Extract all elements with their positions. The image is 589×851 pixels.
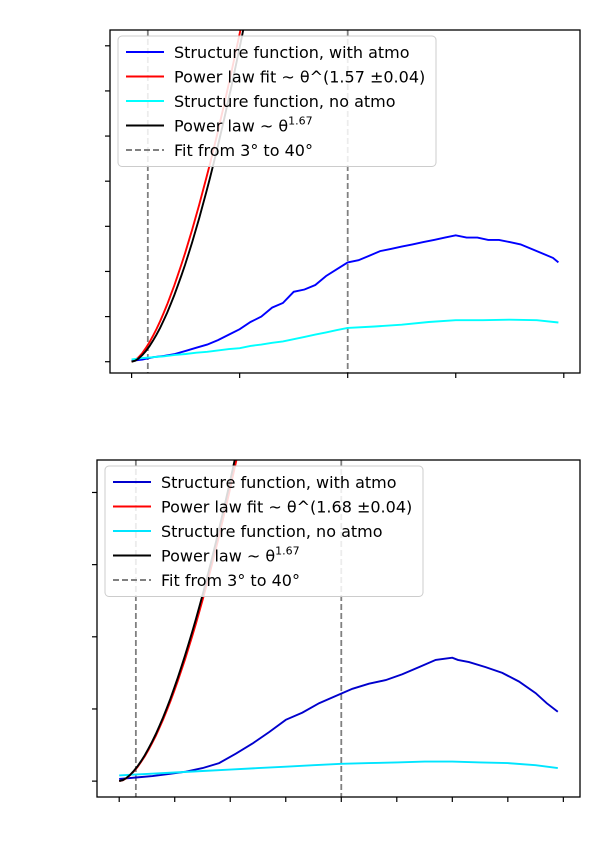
chart1-legend-label-5: Fit from 3° to 40° bbox=[174, 141, 313, 160]
chart2-axes-frame bbox=[96, 459, 581, 798]
chart1-legend-label-3: Structure function, no atmo bbox=[174, 92, 396, 111]
chart2-legend-label-4-exponent: 1.67 bbox=[275, 545, 300, 558]
chart2-legend: Structure function, with atmo Power law f… bbox=[104, 465, 424, 597]
chart2-legend-label-2: Power law fit ~ θ^(1.68 ±0.04) bbox=[161, 498, 412, 517]
chart1-series-line-3 bbox=[131, 318, 559, 361]
chart1-legend: Structure function, with atmo Power law f… bbox=[117, 35, 437, 167]
chart2: Structure function, with atmo Power law f… bbox=[92, 459, 581, 802]
chart1-legend-box bbox=[117, 35, 437, 167]
chart1-axes-frame bbox=[109, 29, 581, 374]
chart2-series-line-4 bbox=[118, 460, 236, 783]
chart2-series-line-3 bbox=[119, 760, 558, 777]
chart1-legend-label-2: Power law fit ~ θ^(1.57 ±0.04) bbox=[174, 68, 425, 87]
chart1-series-line-4 bbox=[131, 30, 245, 363]
chart1-legend-label-4-exponent: 1.67 bbox=[288, 115, 313, 128]
chart2-legend-label-4: Power law ~ θ1.67 bbox=[161, 545, 300, 566]
chart2-legend-label-1: Structure function, with atmo bbox=[161, 473, 397, 492]
chart1-series-line-2 bbox=[131, 30, 242, 363]
chart2-legend-box bbox=[104, 465, 424, 597]
chart1-legend-label-1: Structure function, with atmo bbox=[174, 43, 410, 62]
chart2-series-line-2 bbox=[118, 460, 238, 783]
chart2-legend-label-5: Fit from 3° to 40° bbox=[161, 571, 300, 590]
chart1-series-line-1 bbox=[131, 234, 560, 362]
chart2-series-line-1 bbox=[119, 656, 559, 780]
chart1: Structure function, with atmo Power law f… bbox=[105, 29, 581, 378]
chart1-legend-label-4: Power law ~ θ1.67 bbox=[174, 115, 313, 136]
chart2-legend-label-3: Structure function, no atmo bbox=[161, 522, 383, 541]
